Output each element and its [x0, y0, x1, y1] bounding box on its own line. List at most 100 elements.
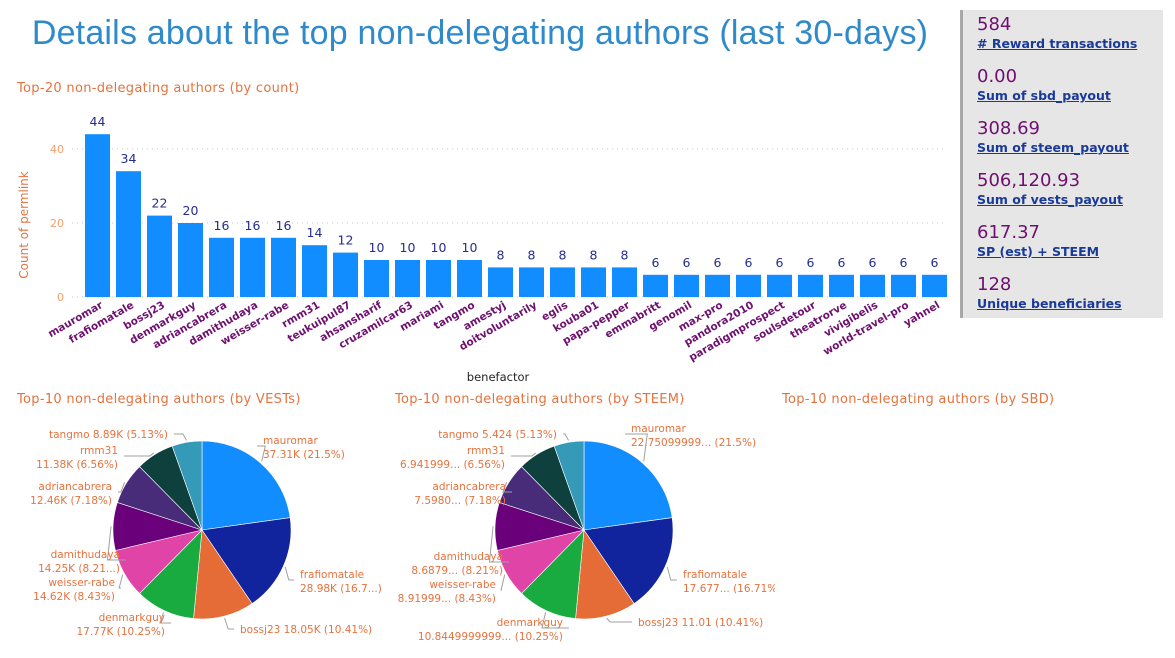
leader-line — [118, 574, 124, 589]
bar-genomil[interactable] — [674, 274, 699, 297]
slice-label-value: 8.91999... (8.43%) — [398, 593, 496, 605]
y-tick-label: 0 — [57, 291, 64, 304]
bar-soulsdetour[interactable] — [798, 274, 823, 297]
sbd-pie-title: Top-10 non-delegating authors (by SBD) — [782, 392, 1055, 407]
slice-label-value: 12.46K (7.18%) — [30, 495, 112, 507]
kpi-value: 617.37 — [977, 222, 1040, 243]
data-label: 10 — [400, 240, 416, 255]
bar-rmm31[interactable] — [302, 245, 327, 297]
kpi-steem-payout: 308.69 Sum of steem_payout — [977, 118, 1129, 156]
bar-bossj23[interactable] — [147, 215, 172, 297]
slice-label-name: frafiomatale — [300, 569, 364, 581]
data-label: 8 — [590, 247, 598, 262]
bar-denmarkguy[interactable] — [178, 223, 203, 297]
slice-label-name: damithudaya — [434, 551, 503, 563]
data-label: 10 — [462, 240, 478, 255]
kpi-label-link[interactable]: SP (est) + STEEM — [977, 244, 1100, 259]
bar-paradigmprospect[interactable] — [767, 274, 792, 297]
data-label: 8 — [528, 247, 536, 262]
pie-slice-mauromar[interactable] — [201, 440, 291, 531]
bar-pandora2010[interactable] — [736, 274, 761, 297]
pie-slice-frafiomatale[interactable] — [201, 517, 292, 605]
slice-label: tangmo 5.424 (5.13%) — [438, 429, 557, 441]
slice-label-name: weisser-rabe — [429, 579, 496, 591]
kpi-label-link[interactable]: Sum of steem_payout — [977, 140, 1129, 155]
slice-label-name: frafiomatale — [683, 569, 747, 581]
steem-pie-chart: mauromar 22.75099999... (21.5%) frafiomata… — [398, 423, 775, 643]
leader-line — [666, 566, 677, 581]
leader-line — [224, 617, 234, 630]
pie-slice-mauromar[interactable] — [583, 440, 673, 531]
leader-line — [257, 445, 266, 462]
bar-cruzamilcar63[interactable] — [395, 260, 420, 297]
leader-line — [124, 452, 155, 457]
data-label: 6 — [838, 255, 846, 270]
bar-adriancabrera[interactable] — [209, 237, 234, 297]
data-label: 16 — [214, 218, 230, 233]
slice-label-value: 11.38K (6.56%) — [36, 459, 118, 471]
slice-label-value: 8.6879... (8.21%) — [411, 565, 503, 577]
bar-kouba01[interactable] — [581, 267, 606, 297]
slice-label-value: 28.98K (16.7...) — [300, 583, 382, 595]
bar-theatrorve[interactable] — [829, 274, 854, 297]
leader-line — [284, 566, 294, 581]
leader-line — [511, 452, 537, 457]
leader-line — [500, 574, 506, 591]
slice-label-name: mauromar — [631, 423, 686, 435]
data-label: 6 — [652, 255, 660, 270]
bar-world-travel-pro[interactable] — [891, 274, 916, 297]
bar-frafiomatale[interactable] — [116, 171, 141, 297]
bar-amestyj[interactable] — [488, 267, 513, 297]
bar-yahnel[interactable] — [922, 274, 947, 297]
bar-mariami[interactable] — [426, 260, 451, 297]
bar-papa-pepper[interactable] — [612, 267, 637, 297]
kpi-label-link[interactable]: Sum of sbd_payout — [977, 88, 1111, 103]
steem-pie-title: Top-10 non-delegating authors (by STEEM) — [395, 392, 685, 407]
bar-tangmo[interactable] — [457, 260, 482, 297]
leader-line — [106, 526, 126, 561]
bar-emmabritt[interactable] — [643, 274, 668, 297]
bar-weisser-rabe[interactable] — [271, 237, 296, 297]
leader-line — [541, 612, 569, 629]
slice-label-name: adriancabrera — [432, 481, 506, 493]
bar-ahsansharif[interactable] — [364, 260, 389, 297]
bar-max-pro[interactable] — [705, 274, 730, 297]
kpi-value: 506,120.93 — [977, 170, 1081, 191]
kpi-value: 0.00 — [977, 66, 1018, 87]
leader-line — [625, 433, 648, 462]
data-label: 6 — [745, 255, 753, 270]
y-tick-label: 20 — [50, 217, 64, 230]
data-label: 6 — [714, 255, 722, 270]
kpi-label-link[interactable]: Unique beneficiaries — [977, 296, 1122, 311]
slice-label-value: 7.5980... (7.18%) — [414, 495, 506, 507]
slice-label: bossj23 11.01 (10.41%) — [638, 617, 763, 629]
slice-label-name: damithudaya — [51, 549, 120, 561]
leader-line — [606, 617, 632, 623]
pie-slice-frafiomatale[interactable] — [583, 517, 674, 604]
slice-label-value: 17.77K (10.25%) — [76, 626, 165, 638]
kpi-value: 128 — [977, 274, 1012, 295]
pie-slice-tangmo[interactable] — [553, 440, 585, 531]
slice-label-name: rmm31 — [467, 445, 505, 457]
bar-eglis[interactable] — [550, 267, 575, 297]
data-label: 34 — [121, 151, 137, 166]
slice-label-name: adriancabrera — [38, 481, 112, 493]
bar-damithudaya[interactable] — [240, 237, 265, 297]
bar-vivigibelis[interactable] — [860, 274, 885, 297]
kpi-label-link[interactable]: # Reward transactions — [977, 36, 1138, 51]
bar-teukuipul87[interactable] — [333, 252, 358, 297]
leader-line — [488, 526, 509, 563]
kpi-value: 308.69 — [977, 118, 1040, 139]
data-label: 14 — [307, 225, 323, 240]
kpi-label-link[interactable]: Sum of vests_payout — [977, 192, 1123, 207]
kpi-panel: 584 # Reward transactions 0.00 Sum of sb… — [960, 10, 1163, 318]
pie-slice-tangmo[interactable] — [171, 440, 203, 531]
bar-doitvoluntarily[interactable] — [519, 267, 544, 297]
bar-mauromar[interactable] — [85, 134, 110, 297]
data-label: 16 — [245, 218, 261, 233]
slice-label-value: 10.8449999999... (10.25%) — [418, 631, 563, 643]
leader-line — [563, 433, 569, 441]
kpi-value: 584 — [977, 14, 1012, 35]
data-label: 12 — [338, 233, 354, 248]
kpi-vests-payout: 506,120.93 Sum of vests_payout — [977, 170, 1123, 208]
